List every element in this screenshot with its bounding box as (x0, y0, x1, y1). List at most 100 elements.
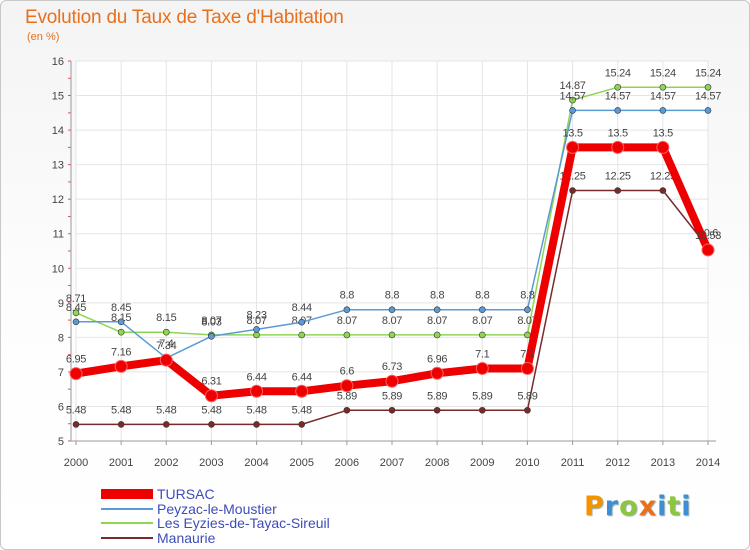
data-label: 5.89 (517, 390, 537, 402)
data-label: 8.07 (427, 315, 447, 327)
data-label: 14.57 (650, 90, 676, 102)
y-tick-label: 13 (52, 160, 64, 172)
data-label: 8.07 (472, 315, 492, 327)
x-tick-label: 2007 (380, 457, 404, 469)
legend-swatch-eyzies (101, 522, 153, 525)
data-label: 8.07 (337, 315, 357, 327)
data-label: 8.8 (340, 290, 355, 302)
x-tick-label: 2012 (605, 457, 629, 469)
data-point (343, 331, 351, 339)
data-label: 6.95 (66, 354, 86, 366)
data-point (298, 318, 306, 326)
data-point (478, 331, 486, 339)
proxiti-logo: Proxiti (584, 491, 692, 522)
x-tick-label: 2009 (470, 457, 494, 469)
data-point (295, 384, 309, 398)
data-label: 14.87 (560, 80, 586, 92)
data-point (159, 353, 173, 367)
x-tick-label: 2010 (515, 457, 539, 469)
data-label: 7.1 (475, 348, 490, 360)
y-tick-label: 15 (52, 91, 64, 103)
data-point (162, 421, 170, 428)
data-point (569, 96, 576, 104)
y-tick-label: 10 (52, 263, 64, 275)
data-point (72, 421, 80, 428)
x-tick-label: 2005 (289, 457, 313, 469)
legend-label-tursac: TURSAC (157, 486, 215, 502)
data-label: 8.03 (201, 316, 221, 328)
data-label: 8.44 (292, 302, 312, 314)
data-label: 5.48 (111, 404, 131, 416)
legend-item-manaurie[interactable]: Manaurie (101, 531, 330, 546)
data-label: 8.8 (520, 290, 535, 302)
legend-item-peyzac[interactable]: Peyzac-le-Moustier (101, 502, 330, 517)
data-point (253, 326, 260, 333)
y-tick-label: 14 (52, 125, 64, 137)
data-label: 6.6 (340, 366, 355, 378)
legend-item-eyzies[interactable]: Les Eyzies-de-Tayac-Sireuil (101, 516, 330, 531)
data-label: 10.53 (695, 230, 721, 242)
data-label: 13.5 (608, 127, 628, 139)
data-label: 6.96 (427, 353, 447, 365)
data-point (385, 374, 399, 388)
data-point (253, 331, 260, 339)
logo-letter: t (667, 491, 682, 522)
legend-label-eyzies: Les Eyzies-de-Tayac-Sireuil (157, 515, 330, 531)
data-point (298, 421, 306, 428)
data-label: 5.89 (337, 390, 357, 402)
data-point (162, 328, 170, 336)
chart-legend: TURSAC Peyzac-le-Moustier Les Eyzies-de-… (101, 487, 330, 545)
data-point (614, 187, 622, 194)
data-point (208, 421, 215, 428)
data-point (343, 306, 351, 314)
data-label: 13.5 (653, 127, 673, 139)
data-label: 8.15 (156, 312, 176, 324)
legend-item-tursac[interactable]: TURSAC (101, 487, 330, 502)
y-tick-label: 7 (58, 367, 64, 379)
chart-title: Evolution du Taux de Taxe d'Habitation (25, 7, 344, 28)
y-tick-label: 9 (58, 298, 64, 310)
y-tick-label: 5 (58, 436, 64, 448)
data-label: 5.48 (246, 404, 266, 416)
data-label: 6.73 (382, 361, 402, 373)
logo-letter: o (619, 491, 639, 522)
data-label: 5.48 (201, 404, 221, 416)
data-point (478, 406, 486, 414)
y-tick-label: 16 (52, 56, 64, 68)
data-point (524, 306, 531, 314)
data-label: 8.23 (246, 309, 266, 321)
x-tick-label: 2000 (64, 457, 88, 469)
data-point (117, 318, 125, 326)
data-label: 5.89 (472, 390, 492, 402)
data-point (659, 83, 667, 91)
data-point (566, 140, 580, 154)
data-label: 5.48 (292, 404, 312, 416)
data-label: 5.89 (382, 390, 402, 402)
data-label: 5.48 (156, 404, 176, 416)
data-label: 6.44 (246, 371, 266, 383)
data-label: 14.57 (605, 90, 631, 102)
data-point (72, 309, 80, 317)
legend-swatch-manaurie (101, 536, 153, 539)
data-label: 7.4 (159, 338, 174, 350)
data-label: 13.5 (562, 127, 582, 139)
data-point (701, 243, 715, 257)
data-point (72, 318, 80, 326)
data-point (611, 140, 625, 154)
data-label: 6.44 (292, 371, 312, 383)
x-tick-label: 2002 (154, 457, 178, 469)
data-label: 8.8 (475, 290, 490, 302)
data-point (388, 331, 396, 339)
y-tick-label: 11 (53, 229, 64, 241)
x-tick-label: 2003 (199, 457, 223, 469)
data-label: 14.57 (695, 90, 721, 102)
y-tick-label: 6 (58, 401, 64, 413)
x-tick-label: 2004 (244, 457, 268, 469)
data-label: 8.45 (66, 302, 86, 314)
data-label: 7.1 (520, 348, 535, 360)
y-tick-label: 12 (52, 194, 64, 206)
logo-letter: r (604, 491, 620, 522)
data-point (520, 361, 534, 375)
data-point (250, 384, 264, 398)
